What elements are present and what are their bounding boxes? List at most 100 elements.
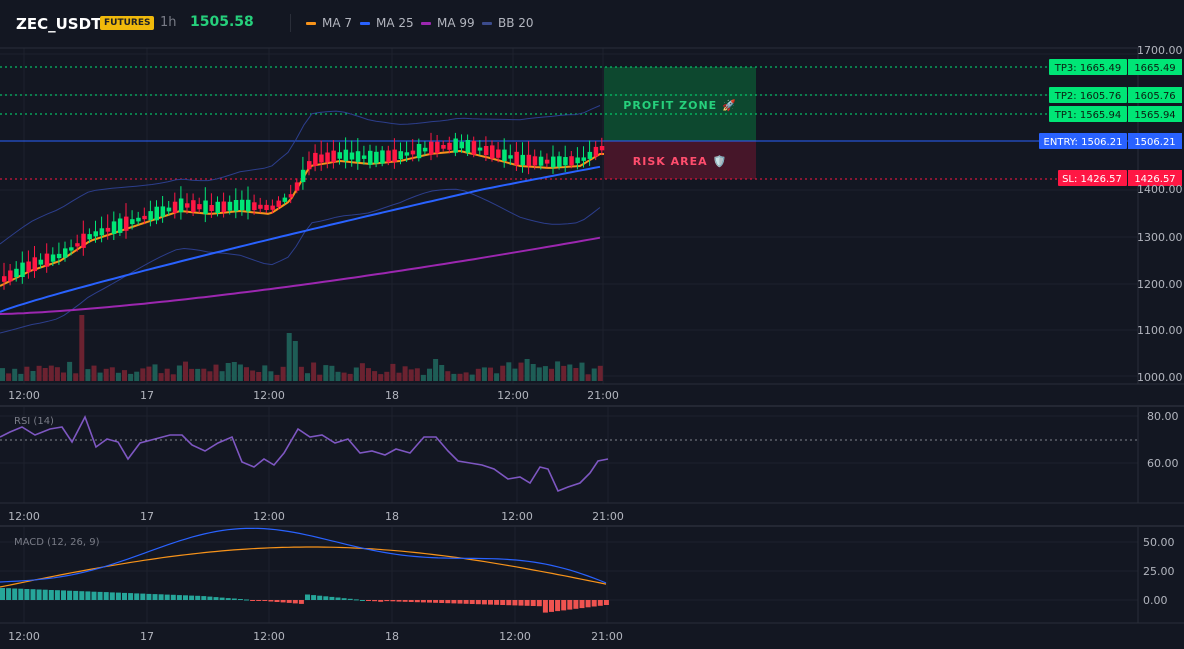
- legend-ma25[interactable]: MA 25: [360, 16, 414, 30]
- candle-body: [514, 151, 519, 166]
- macd-histogram-bar: [146, 593, 152, 600]
- candle-body: [477, 147, 483, 151]
- macd-histogram-bar: [30, 589, 36, 600]
- candle-body: [8, 270, 13, 282]
- macd-histogram-bar: [274, 600, 280, 602]
- entry-axis-tag: [1128, 133, 1182, 149]
- entry-axis-value: 1506.21: [1134, 137, 1175, 148]
- macd-histogram-bar: [140, 593, 146, 600]
- time-tick: 12:00: [501, 510, 533, 523]
- candle-body: [185, 203, 190, 208]
- volume-bar: [268, 371, 274, 381]
- candle-body: [191, 200, 196, 212]
- volume-bar: [164, 368, 170, 381]
- macd-histogram-bar: [567, 600, 573, 610]
- volume-bar: [183, 361, 188, 381]
- macd-histogram-bar: [91, 591, 97, 600]
- volume-bar: [475, 368, 481, 381]
- macd-histogram-bar: [488, 600, 493, 605]
- macd-histogram-bar: [176, 595, 182, 600]
- macd-histogram-bar: [36, 589, 42, 600]
- time-tick: 21:00: [592, 510, 624, 523]
- candle-body: [532, 156, 538, 166]
- candle-body: [331, 150, 336, 163]
- volume-bar: [591, 368, 597, 381]
- macd-histogram-bar: [250, 600, 256, 601]
- candle-body: [14, 268, 19, 277]
- volume-bar: [567, 364, 573, 381]
- volume-bar: [518, 362, 524, 381]
- volume-bar: [201, 368, 207, 381]
- volume-bar: [396, 372, 402, 381]
- candle-body: [270, 205, 275, 210]
- candle-body: [44, 253, 50, 267]
- macd-histogram-bar: [494, 600, 500, 605]
- ma99-swatch: [421, 21, 431, 25]
- volume-bar: [256, 372, 262, 381]
- price-chart-pane[interactable]: PROFIT ZONE 🚀 RISK AREA 🛡️ TP3: 1665.49 …: [0, 0, 1184, 407]
- volume-bar: [488, 367, 493, 381]
- candle-body: [197, 204, 202, 210]
- volume-bar: [536, 367, 542, 381]
- tp1-axis-tag: [1128, 106, 1182, 122]
- candle-body: [441, 145, 446, 149]
- macd-histogram-bar: [414, 600, 420, 603]
- volume-bar: [91, 365, 97, 381]
- candle-body: [26, 261, 31, 273]
- tp1-axis-value: 1565.94: [1134, 110, 1175, 121]
- macd-histogram: [0, 588, 609, 613]
- macd-histogram-bar: [329, 596, 335, 600]
- rsi-grid: [0, 407, 1138, 503]
- legend-bb20[interactable]: BB 20: [482, 16, 534, 30]
- macd-histogram-bar: [122, 592, 127, 600]
- macd-histogram-bar: [67, 590, 73, 600]
- candle-body: [142, 215, 147, 220]
- price-tick: 1200.00: [1137, 278, 1183, 291]
- volume-bar: [213, 364, 219, 381]
- volume-bar: [237, 364, 243, 381]
- symbol-label[interactable]: ZEC_USDT: [16, 15, 102, 33]
- candle-body: [20, 262, 25, 277]
- macd-histogram-bar: [323, 596, 329, 600]
- macd-histogram-bar: [561, 600, 567, 611]
- macd-histogram-bar: [244, 599, 249, 601]
- candle-body: [593, 146, 599, 157]
- macd-histogram-bar: [500, 600, 506, 605]
- volume-bar: [317, 374, 323, 381]
- tp1-tag-label: TP1: 1565.94: [1054, 110, 1121, 121]
- macd-histogram-bar: [219, 597, 225, 600]
- volume-bar: [427, 368, 432, 381]
- sl-axis-value: 1426.57: [1134, 174, 1175, 185]
- candle-body: [130, 219, 135, 225]
- candle-body: [581, 157, 586, 161]
- legend-ma7[interactable]: MA 7: [306, 16, 352, 30]
- macd-histogram-bar: [79, 591, 85, 600]
- candle-body: [569, 156, 574, 166]
- macd-histogram-bar: [420, 600, 426, 603]
- volume-bar: [134, 371, 140, 381]
- tp3-tag-label: TP3: 1665.49: [1054, 63, 1121, 74]
- ma25-line: [0, 165, 601, 313]
- macd-histogram-bar: [384, 600, 390, 602]
- candle-body: [99, 228, 105, 236]
- interval-label[interactable]: 1h: [160, 15, 177, 30]
- rsi-pane[interactable]: RSI (14) 80.00 60.00 12:00 17 12:00 18 1…: [0, 407, 1184, 527]
- volume-bar: [231, 362, 237, 381]
- macd-histogram-bar: [542, 600, 548, 613]
- macd-pane[interactable]: MACD (12, 26, 9) 50.00 25.00 0.00 12:00 …: [0, 527, 1184, 649]
- candle-body: [508, 155, 513, 159]
- candle-body: [599, 146, 605, 151]
- legend-ma99[interactable]: MA 99: [421, 16, 475, 30]
- macd-histogram-bar: [298, 600, 304, 604]
- candle-body: [160, 206, 166, 217]
- time-tick: 17: [140, 510, 154, 523]
- volume-bar: [372, 371, 378, 381]
- macd-histogram-bar: [311, 595, 317, 600]
- macd-histogram-bar: [286, 600, 292, 603]
- macd-histogram-bar: [268, 600, 274, 602]
- ma99-line: [0, 236, 601, 315]
- candle-body: [282, 197, 288, 202]
- macd-histogram-bar: [213, 597, 219, 600]
- volume-bar: [189, 368, 195, 381]
- candle-body: [2, 276, 7, 282]
